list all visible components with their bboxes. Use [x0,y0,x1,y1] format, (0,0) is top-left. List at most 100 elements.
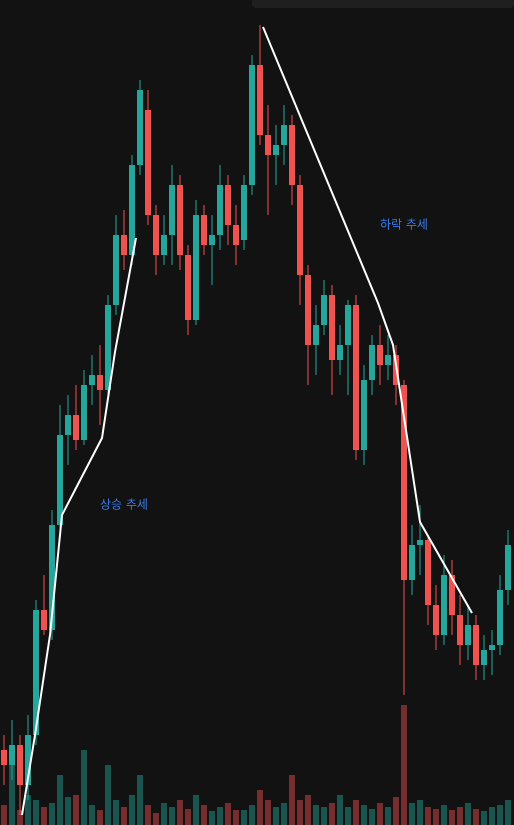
candle-body [169,185,175,235]
candle-body [385,355,391,365]
candle-body [281,125,287,145]
candle-body [273,145,279,155]
candle-body [121,235,127,255]
volume-bar [153,813,159,825]
candle-body [241,185,247,240]
candle-body [97,375,103,390]
volume-bar [449,810,455,825]
volume-bar [89,805,95,825]
volume-bar [481,811,487,825]
volume-bar [441,805,447,825]
volume-bar [417,800,423,825]
volume-bar [97,810,103,825]
candle-body [377,345,383,365]
volume-bar [321,807,327,825]
volume-bar [249,805,255,825]
candle-body [145,110,151,215]
candle-body [89,375,95,385]
uptrend-line [21,237,137,816]
volume-bar [9,765,15,825]
candle-body [409,545,415,580]
candle-body [265,135,271,155]
volume-bar [113,800,119,825]
marks [1,25,511,825]
candle-body [105,305,111,390]
candle-body [185,255,191,320]
volume-bar [185,809,191,825]
volume-bar [305,795,311,825]
candle-body [9,745,15,765]
candle-body [177,185,183,255]
candle-body [233,225,239,245]
candle-body [137,90,143,165]
volume-bar [297,800,303,825]
volume-bar [409,803,415,825]
volume-bar [73,795,79,825]
annotation: 상승 추세 [100,498,148,512]
candle-body [361,380,367,450]
annotation: 하락 추세 [380,218,428,232]
volume-bar [233,810,239,825]
candle-body [353,305,359,450]
candle-body [417,540,423,545]
volume-bar [377,803,383,825]
candle-body [337,345,343,360]
candle-body [25,735,31,785]
candle-body [321,295,327,325]
candle-body [433,605,439,635]
volume-bar [57,775,63,825]
volume-bar [345,807,351,825]
volume-bar [497,805,503,825]
candle-body [153,215,159,255]
candle-body [57,435,63,525]
volume-bar [313,805,319,825]
volume-bar [33,800,39,825]
volume-bar [265,800,271,825]
volume-bar [169,807,175,825]
volume-bar [105,765,111,825]
candle-body [161,235,167,255]
volume-bar [281,803,287,825]
volume-bar [241,810,247,825]
candle-body [497,590,503,645]
candle-body [249,65,255,185]
volume-bar [385,807,391,825]
volume-bar [457,807,463,825]
volume-bar [401,705,407,825]
volume-bar [121,807,127,825]
volume-bar [1,805,7,825]
toolbar[interactable] [252,0,514,8]
volume-bar [361,805,367,825]
candle-body [49,525,55,630]
volume-bar [353,800,359,825]
volume-bar [473,809,479,825]
volume-bar [193,795,199,825]
volume-bar [257,790,263,825]
candle-body [225,185,231,225]
volume-bar [225,803,231,825]
candle-body [201,215,207,245]
candle-body [1,750,7,765]
candle-body [193,215,199,320]
candle-body [465,625,471,645]
candle-body [457,615,463,645]
candle-body [81,385,87,440]
volume-bar [145,805,151,825]
volume-bar [505,800,511,825]
volume-bar [329,803,335,825]
candle-body [209,235,215,245]
candle-body [297,185,303,275]
candle-body [113,235,119,305]
volume-bar [433,809,439,825]
volume-bar [425,807,431,825]
volume-bar [489,807,495,825]
volume-bar [289,775,295,825]
candle-body [369,345,375,380]
volume-bar [217,807,223,825]
candle-body [313,325,319,345]
volume-bar [129,795,135,825]
volume-bar [41,807,47,825]
candle-body [489,645,495,650]
